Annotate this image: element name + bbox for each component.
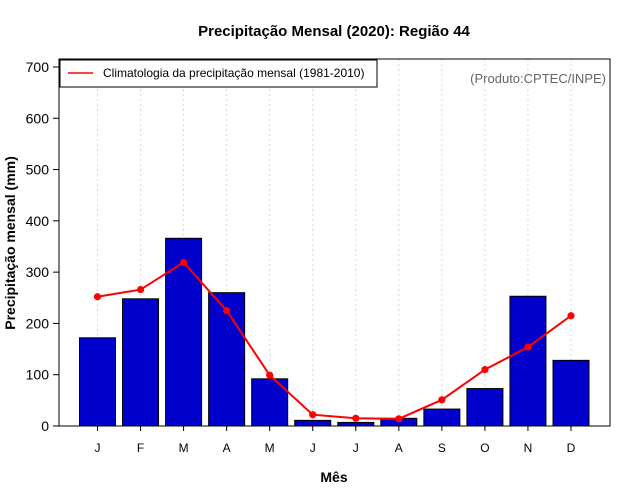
y-tick-label: 700 <box>26 59 50 75</box>
climatology-point-10 <box>481 365 489 374</box>
y-tick-label: 0 <box>41 418 49 434</box>
x-tick-label: M <box>179 441 189 455</box>
x-tick-label: S <box>438 441 446 455</box>
bar-6 <box>294 419 332 427</box>
legend-label: Climatologia da precipitação mensal (198… <box>103 66 364 80</box>
x-tick-label: J <box>95 441 101 455</box>
climatology-point-3 <box>179 258 188 266</box>
climatology-point-7 <box>352 414 360 422</box>
legend-box <box>59 59 378 88</box>
climatology-point-1 <box>93 293 102 301</box>
climatology-point-9 <box>438 396 446 404</box>
credit-annotation: (Produto:CPTEC/INPE) <box>470 71 606 86</box>
x-tick-label: J <box>310 441 316 455</box>
climatology-point-8 <box>395 415 403 423</box>
y-axis: 0 100 200 300 400 500 600 700 <box>26 59 59 434</box>
climatology-line-series <box>93 258 575 423</box>
y-tick-label: 500 <box>26 162 50 178</box>
climatology-point-5 <box>266 371 274 379</box>
bar-series <box>79 237 590 427</box>
y-tick-label: 300 <box>26 264 50 280</box>
bar-2 <box>122 298 160 427</box>
bar-1 <box>79 337 116 427</box>
x-tick-label: D <box>567 441 576 455</box>
climatology-point-4 <box>223 307 231 315</box>
climatology-line <box>97 261 572 420</box>
bar-4 <box>208 292 246 427</box>
chart-title: Precipitação Mensal (2020): Região 44 <box>198 23 470 40</box>
bar-11 <box>509 295 547 427</box>
x-axis-title: Mês <box>320 469 347 485</box>
bar-9 <box>423 408 461 427</box>
climatology-point-11 <box>524 343 532 351</box>
x-tick-label: N <box>524 441 533 455</box>
x-tick-label: A <box>395 441 403 455</box>
bar-12 <box>552 359 590 427</box>
x-tick-label: J <box>353 441 359 455</box>
x-tick-label: A <box>223 441 231 455</box>
x-tick-label: O <box>480 441 489 455</box>
plot-frame <box>58 58 611 427</box>
y-tick-label: 200 <box>26 315 50 331</box>
y-axis-title: Precipitação mensal (mm) <box>2 156 18 330</box>
climatology-point-2 <box>136 285 145 294</box>
climatology-point-6 <box>309 411 317 419</box>
x-tick-label: F <box>137 441 144 455</box>
y-tick-label: 400 <box>26 213 50 229</box>
y-tick-label: 600 <box>26 110 50 126</box>
bar-10 <box>466 388 504 427</box>
bar-3 <box>165 237 203 427</box>
climatology-point-12 <box>567 312 575 320</box>
bar-7 <box>337 421 375 427</box>
x-tick-label: M <box>265 441 275 455</box>
legend: Climatologia da precipitação mensal (198… <box>59 59 378 88</box>
y-tick-label: 100 <box>26 367 50 383</box>
